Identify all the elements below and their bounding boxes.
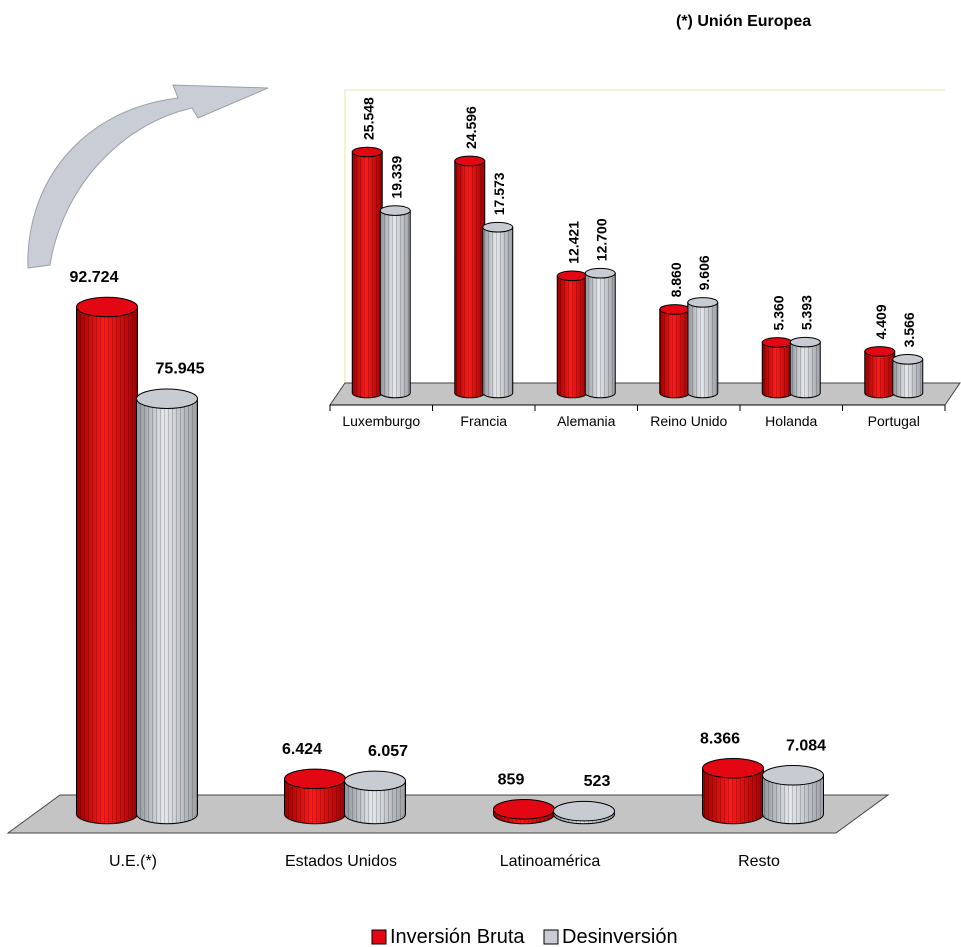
main-bar-inversion-0 — [76, 296, 138, 825]
main-chart-bars: 92.724 75.945 U.E.(*) 6.424 6.057 Estados Uni… — [70, 269, 827, 870]
main-value-label-inversion-2: 859 — [498, 771, 525, 788]
main-value-label-desinversion-2: 523 — [584, 773, 611, 790]
inset-bar-inversion-0 — [351, 146, 383, 399]
inset-bar-inversion-1 — [454, 155, 486, 399]
inset-bar-desinversion-0 — [379, 205, 411, 399]
main-value-label-inversion-0: 92.724 — [70, 269, 119, 286]
inset-bar-inversion-4 — [761, 337, 793, 399]
inset-chart-title: (*) Unión Europea — [676, 13, 811, 30]
floor-plane — [6, 794, 890, 834]
inset-back-wall — [329, 89, 945, 406]
main-chart-floor — [6, 794, 890, 834]
legend: Inversión Bruta Desinversión — [371, 926, 678, 947]
main-bar-inversion-2 — [493, 799, 555, 825]
inset-value-label-inversion-1: 24.596 — [463, 106, 479, 149]
inset-value-label-desinversion-3: 9.606 — [696, 255, 712, 290]
inset-bar-inversion-2 — [556, 270, 588, 399]
legend-label-desinversion: Desinversión — [562, 926, 678, 947]
inset-chart-bars: 25.548 19.339 Luxemburgo 24.596 17.573 Franci… — [342, 97, 924, 429]
main-value-label-desinversion-1: 6.057 — [368, 743, 408, 760]
inset-category-label: Holanda — [765, 413, 817, 429]
inset-bar-desinversion-1 — [482, 221, 514, 399]
inset-value-label-inversion-2: 12.421 — [565, 221, 581, 264]
inset-value-label-desinversion-4: 5.393 — [798, 295, 814, 330]
inset-category-label: Portugal — [868, 413, 920, 429]
inset-value-label-desinversion-1: 17.573 — [491, 172, 507, 215]
inset-value-label-inversion-5: 4.409 — [873, 304, 889, 339]
inset-value-label-desinversion-0: 19.339 — [388, 156, 404, 199]
inset-bar-desinversion-5 — [892, 354, 924, 399]
inset-value-label-inversion-3: 8.860 — [668, 262, 684, 297]
main-value-label-inversion-3: 8.366 — [700, 730, 740, 747]
inset-category-label: Reino Unido — [650, 413, 727, 429]
inset-bar-desinversion-3 — [687, 297, 719, 399]
inset-category-label: Francia — [460, 413, 507, 429]
legend-swatch-inversion — [371, 929, 387, 945]
main-value-label-desinversion-3: 7.084 — [786, 737, 826, 754]
main-value-label-desinversion-0: 75.945 — [156, 361, 205, 378]
inset-value-label-inversion-0: 25.548 — [360, 97, 376, 140]
main-bar-desinversion-3 — [762, 765, 824, 825]
legend-swatch-desinversion — [543, 929, 559, 945]
inset-category-label: Luxemburgo — [342, 413, 420, 429]
inset-category-label: Alemania — [557, 413, 616, 429]
main-bar-inversion-1 — [284, 768, 346, 825]
main-bar-desinversion-2 — [553, 800, 615, 825]
main-value-label-inversion-1: 6.424 — [282, 741, 322, 758]
curved-arrow-icon — [27, 84, 269, 269]
inset-bar-desinversion-2 — [584, 267, 616, 399]
main-bar-desinversion-1 — [344, 770, 406, 825]
inset-bar-inversion-3 — [659, 304, 691, 399]
main-bar-desinversion-0 — [136, 388, 198, 825]
main-bar-inversion-3 — [702, 757, 764, 825]
main-category-label: Resto — [738, 853, 780, 870]
inset-value-label-inversion-4: 5.360 — [770, 295, 786, 330]
inset-value-label-desinversion-2: 12.700 — [593, 218, 609, 261]
main-category-label: Latinoamérica — [500, 853, 601, 870]
main-category-label: U.E.(*) — [109, 853, 157, 870]
inset-bar-desinversion-4 — [789, 336, 821, 399]
inset-bar-inversion-5 — [864, 346, 896, 399]
legend-label-inversion: Inversión Bruta — [390, 926, 525, 947]
main-category-label: Estados Unidos — [285, 853, 397, 870]
inset-value-label-desinversion-5: 3.566 — [901, 312, 917, 347]
